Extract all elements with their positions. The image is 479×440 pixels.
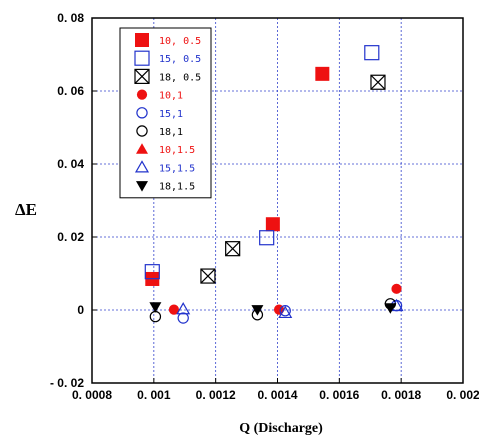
y-tick-label: 0. 06: [57, 84, 84, 98]
x-tick-label: 0. 002: [446, 388, 479, 402]
data-point: [251, 305, 264, 316]
data-point: [370, 74, 386, 90]
legend-marker: [134, 160, 150, 173]
data-point: [384, 303, 397, 314]
legend-label: 10,1.5: [159, 145, 195, 156]
data-point: [149, 302, 162, 313]
legend-marker: [134, 68, 150, 85]
x-axis-label: Q (Discharge): [239, 421, 323, 436]
legend-label: 15,1: [159, 109, 183, 120]
data-point: [225, 241, 241, 257]
legend-marker: [136, 89, 148, 100]
y-tick-label: - 0. 02: [50, 376, 84, 390]
legend-label: 15,1.5: [159, 163, 195, 174]
marker-cross: [370, 74, 386, 90]
legend-marker: [136, 107, 148, 119]
legend: 10, 0.5 15, 0.5 18, 0.5 10,1 15,1 18,1 10,1.5 1…: [119, 27, 212, 199]
x-tick-label: 0. 0014: [257, 388, 297, 402]
marker-box: [134, 68, 150, 85]
data-point: [279, 305, 291, 317]
x-tick-label: 0. 0012: [196, 388, 236, 402]
legend-marker: [136, 181, 148, 192]
data-point: [315, 66, 330, 81]
data-point: [176, 302, 191, 315]
axis-ticks: 0. 0008 0. 001 0. 0012 0. 0014 0. 0016 0. 001…: [50, 11, 479, 402]
data-point: [177, 312, 189, 324]
data-points: [144, 45, 404, 324]
legend-label: 18,1.5: [159, 182, 195, 193]
data-point: [391, 283, 402, 294]
legend-marker: [135, 33, 149, 47]
marker-cross: [134, 68, 150, 84]
y-tick-label: 0. 02: [57, 230, 84, 244]
legend-marker: [136, 125, 148, 137]
data-point: [265, 217, 280, 232]
legend-label: 10,1: [159, 91, 183, 102]
data-point: [259, 230, 275, 246]
marker-box: [225, 241, 241, 257]
legend-marker: [136, 143, 148, 154]
y-axis-label: ΔE: [15, 200, 37, 219]
legend-marker: [134, 50, 150, 66]
y-tick-label: 0. 04: [57, 157, 84, 171]
marker-box: [200, 268, 216, 284]
y-tick-label: 0: [77, 303, 84, 317]
data-point: [149, 310, 162, 323]
y-tick-label: 0. 08: [57, 11, 84, 25]
x-tick-label: 0. 0018: [381, 388, 421, 402]
legend-label: 10, 0.5: [159, 36, 201, 47]
marker-cross: [225, 241, 241, 257]
x-tick-label: 0. 0016: [319, 388, 359, 402]
marker-cross: [200, 268, 216, 284]
data-point: [364, 45, 380, 61]
marker-box: [370, 74, 386, 90]
legend-label: 15, 0.5: [159, 54, 201, 65]
data-point: [278, 305, 293, 319]
x-tick-label: 0. 001: [137, 388, 171, 402]
legend-label: 18, 0.5: [159, 72, 201, 83]
data-point: [200, 268, 216, 284]
data-point: [144, 264, 160, 280]
x-tick-label: 0. 0008: [72, 388, 112, 402]
legend-label: 18,1: [159, 127, 183, 138]
data-point: [168, 304, 180, 315]
